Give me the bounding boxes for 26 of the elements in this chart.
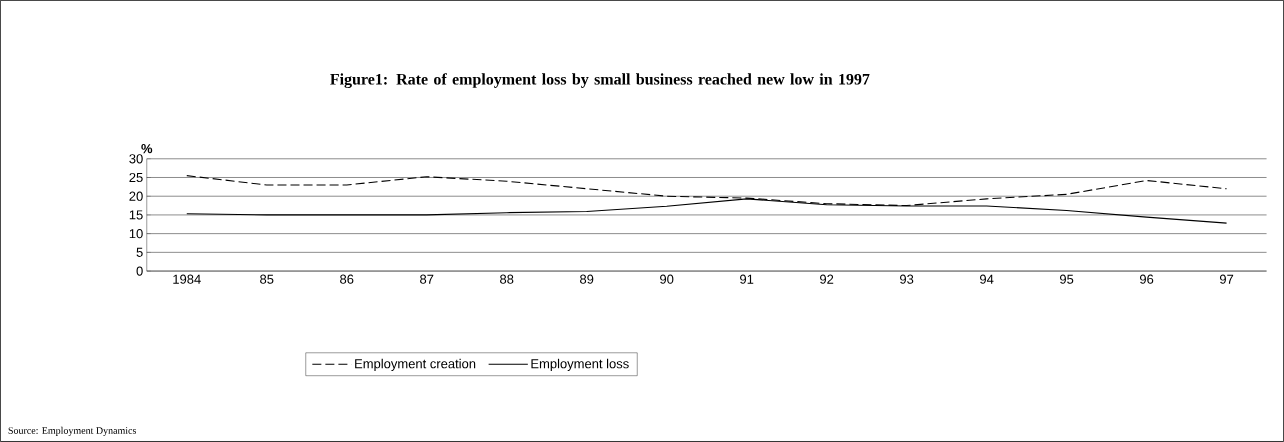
x-tick-label: 91 <box>740 274 754 284</box>
y-tick-label: 20 <box>129 191 143 201</box>
y-tick-label: 5 <box>136 247 143 257</box>
x-tick-label: 87 <box>420 274 434 284</box>
x-tick-label: 94 <box>980 274 994 284</box>
x-tick-label: 89 <box>580 274 594 284</box>
x-tick-label: 85 <box>260 274 274 284</box>
y-tick-label: 0 <box>136 266 143 276</box>
x-tick-label: 92 <box>820 274 834 284</box>
x-tick-label: 86 <box>340 274 354 284</box>
x-tick-label: 1984 <box>173 274 201 284</box>
x-tick-label: 90 <box>660 274 674 284</box>
x-tick-label: 96 <box>1139 274 1154 284</box>
x-tick-label: 97 <box>1219 274 1234 284</box>
x-tick-label: 88 <box>500 274 514 284</box>
x-tick-label: 95 <box>1059 274 1074 284</box>
legend-label: Employment creation <box>355 358 476 371</box>
y-tick-label: 30 <box>129 154 143 164</box>
y-tick-label: 15 <box>129 210 143 220</box>
x-tick-label: 93 <box>900 274 914 284</box>
y-tick-label: 25 <box>129 172 143 183</box>
y-axis-title: % <box>141 144 153 154</box>
source-note: Source: Employment Dynamics <box>8 426 137 437</box>
legend-label: Employment loss <box>531 358 629 371</box>
chart-title: Figure1: Rate of employment loss by small business reached new low in 1997 <box>330 73 870 89</box>
y-tick-label: 10 <box>129 229 143 239</box>
